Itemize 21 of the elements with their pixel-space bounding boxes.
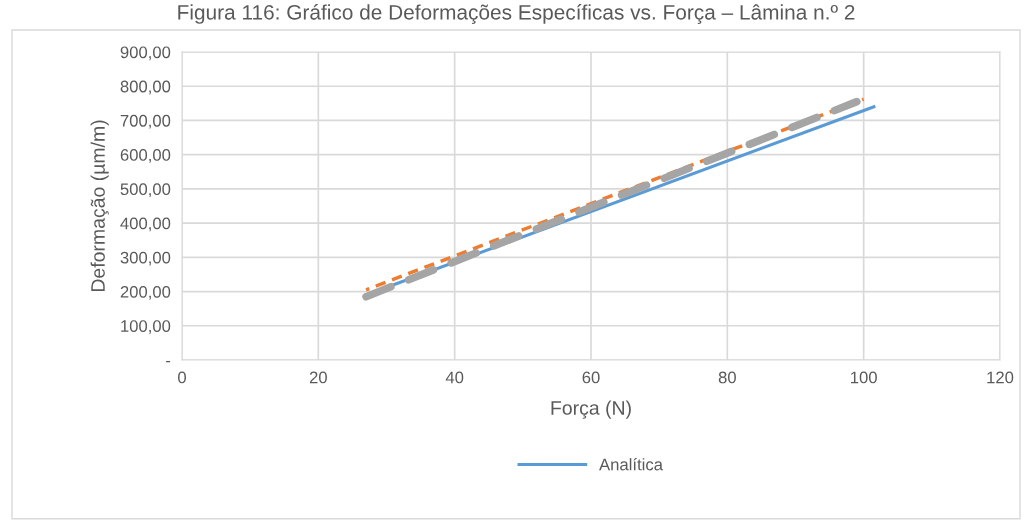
y-tick-label: 700,00 [120,114,171,129]
y-axis-title: Deformação (µm/m) [90,120,109,292]
x-tick-label: 120 [987,371,1014,384]
y-tick-label: 400,00 [120,217,171,232]
chart-title: Figura 116: Gráfico de Deformações Específicas vs. Força – Lâmina n.º 2 [178,4,855,24]
y-tick-label: 800,00 [120,80,171,95]
x-tick-label: 60 [582,371,600,384]
x-tick-label: 0 [178,371,186,384]
x-tick-label: 40 [445,371,464,384]
y-tick-label: 500,00 [120,183,171,198]
y-tick-label: - [166,360,171,363]
y-tick-label: 100,00 [121,320,171,334]
y-tick-label: 200,00 [120,285,171,300]
y-tick-label: 600,00 [120,149,171,163]
x-tick-label: 80 [718,371,736,384]
y-tick-label: 900,00 [120,46,171,61]
x-tick-label: 20 [309,371,327,384]
x-tick-label: 100 [851,371,877,384]
y-tick-label: 300,00 [120,251,171,266]
x-axis-title: Força (N) [551,400,631,419]
legend-label: Analítica [599,457,663,471]
